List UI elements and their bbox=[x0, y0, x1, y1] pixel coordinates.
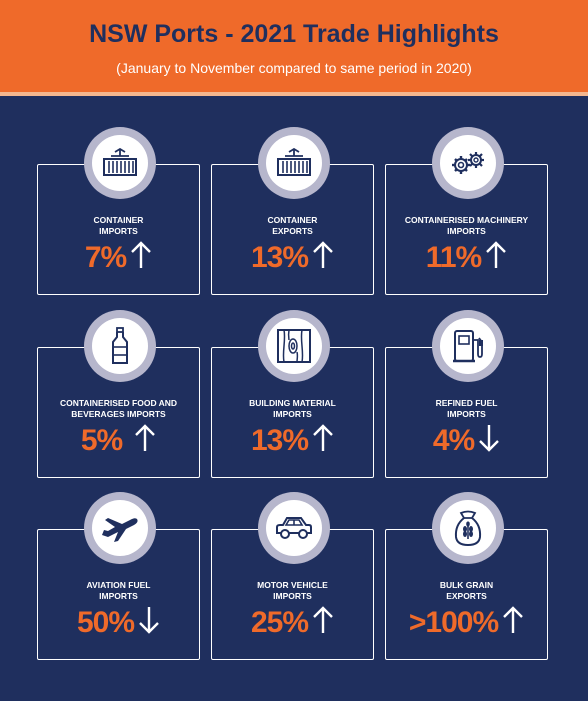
card-stat: 25% bbox=[212, 606, 373, 640]
card-label: AVIATION FUEL IMPORTS bbox=[86, 580, 151, 601]
card-label: CONTAINER IMPORTS bbox=[93, 215, 144, 236]
percent-value: 7% bbox=[84, 241, 127, 274]
card-bulk-grain-exports: BULK GRAIN EXPORTS >100% bbox=[385, 529, 548, 660]
grain-sack-icon bbox=[454, 510, 482, 547]
header-banner bbox=[0, 0, 588, 92]
shipping-container-icon bbox=[103, 148, 137, 176]
icon-badge bbox=[432, 492, 504, 564]
airplane-icon bbox=[102, 518, 138, 542]
icon-badge bbox=[84, 127, 156, 199]
card-stat: 13% bbox=[212, 424, 373, 458]
card-label: REFINED FUEL IMPORTS bbox=[435, 398, 498, 419]
card-label: MOTOR VEHICLE IMPORTS bbox=[257, 580, 328, 601]
icon-badge bbox=[84, 492, 156, 564]
arrow-down-icon bbox=[478, 424, 500, 458]
arrow-down-icon bbox=[138, 606, 160, 640]
arrow-up-icon bbox=[502, 606, 524, 640]
card-refined-fuel-imports: REFINED FUEL IMPORTS 4% bbox=[385, 347, 548, 478]
card-label: BUILDING MATERIAL IMPORTS bbox=[249, 398, 336, 419]
arrow-up-icon bbox=[130, 241, 152, 275]
arrow-up-icon bbox=[312, 606, 334, 640]
page-title: NSW Ports - 2021 Trade Highlights bbox=[89, 20, 499, 48]
card-stat: 5% bbox=[38, 424, 199, 458]
icon-badge bbox=[432, 310, 504, 382]
card-motor-vehicle-imports: MOTOR VEHICLE IMPORTS 25% bbox=[211, 529, 374, 660]
card-stat: 13% bbox=[212, 241, 373, 275]
icon-badge bbox=[258, 127, 330, 199]
icon-badge bbox=[258, 492, 330, 564]
bottle-icon bbox=[112, 327, 128, 364]
card-label: CONTAINERISED MACHINERY IMPORTS bbox=[404, 215, 529, 236]
card-building-material-imports: BUILDING MATERIAL IMPORTS 13% bbox=[211, 347, 374, 478]
arrow-up-icon bbox=[312, 424, 334, 458]
page-subtitle: (January to November compared to same pe… bbox=[116, 60, 472, 76]
card-label: BULK GRAIN EXPORTS bbox=[439, 580, 494, 601]
card-stat: 11% bbox=[386, 241, 547, 275]
arrow-up-icon bbox=[485, 241, 507, 275]
icon-badge bbox=[258, 310, 330, 382]
header-divider bbox=[0, 92, 588, 96]
icon-badge bbox=[84, 310, 156, 382]
percent-value: >100% bbox=[408, 606, 499, 639]
percent-value: 5% bbox=[80, 424, 123, 457]
percent-value: 13% bbox=[250, 424, 309, 457]
fuel-pump-icon bbox=[453, 330, 483, 363]
percent-value: 11% bbox=[425, 241, 482, 274]
card-label: CONTAINERISED FOOD AND BEVERAGES IMPORTS bbox=[59, 398, 178, 419]
arrow-up-icon bbox=[312, 241, 334, 275]
shipping-container-icon bbox=[277, 148, 311, 176]
percent-value: 4% bbox=[432, 424, 475, 457]
card-label: CONTAINER EXPORTS bbox=[267, 215, 318, 236]
percent-value: 25% bbox=[250, 606, 309, 639]
car-icon bbox=[276, 517, 312, 539]
card-stat: 50% bbox=[38, 606, 199, 640]
card-stat: 7% bbox=[38, 241, 199, 275]
percent-value: 13% bbox=[250, 241, 309, 274]
card-stat: 4% bbox=[386, 424, 547, 458]
arrow-up-icon bbox=[134, 424, 156, 458]
gears-icon bbox=[452, 152, 484, 174]
card-aviation-fuel-imports: AVIATION FUEL IMPORTS 50% bbox=[37, 529, 200, 660]
timber-icon bbox=[277, 329, 311, 363]
icon-badge bbox=[432, 127, 504, 199]
card-stat: >100% bbox=[386, 606, 547, 640]
percent-value: 50% bbox=[76, 606, 135, 639]
